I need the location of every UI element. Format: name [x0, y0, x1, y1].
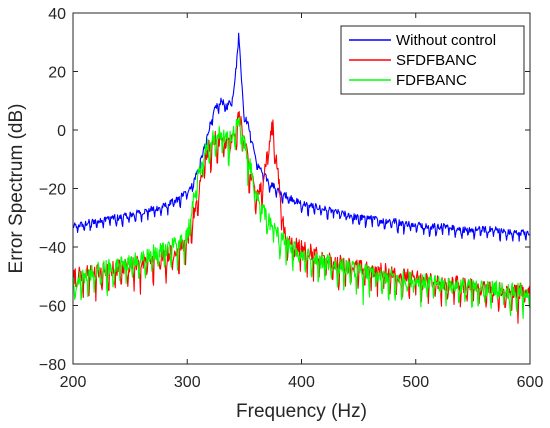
y-axis-title: Error Spectrum (dB) [6, 104, 27, 274]
x-axis-title: Frequency (Hz) [236, 401, 367, 422]
y-tick-label: 0 [57, 123, 66, 140]
legend-label-fdfbanc: FDFBANC [396, 72, 467, 89]
axes-layer: 200 300 400 500 600 −80 −60 −40 −20 0 20 40 [39, 6, 544, 391]
x-tick-label: 600 [517, 374, 544, 391]
legend: Without control SFDFBANC FDFBANC [340, 25, 525, 95]
y-tick-label: −80 [39, 357, 66, 374]
series-layer [72, 32, 531, 324]
y-tick-label: −40 [39, 240, 66, 257]
y-tick-label: −20 [39, 182, 66, 199]
legend-label-without-control: Without control [396, 32, 496, 49]
y-tick-label: −60 [39, 299, 66, 316]
series-line-fdfbanc [72, 116, 531, 319]
y-tick-label: 40 [48, 6, 66, 23]
x-tick-label: 200 [60, 374, 87, 391]
x-tick-label: 400 [288, 374, 315, 391]
x-tick-label: 500 [402, 374, 429, 391]
x-tick-label: 300 [174, 374, 201, 391]
legend-label-sfdfbanc: SFDFBANC [396, 52, 477, 69]
y-tick-label: 20 [48, 65, 66, 82]
series-line-without-control [72, 32, 531, 242]
